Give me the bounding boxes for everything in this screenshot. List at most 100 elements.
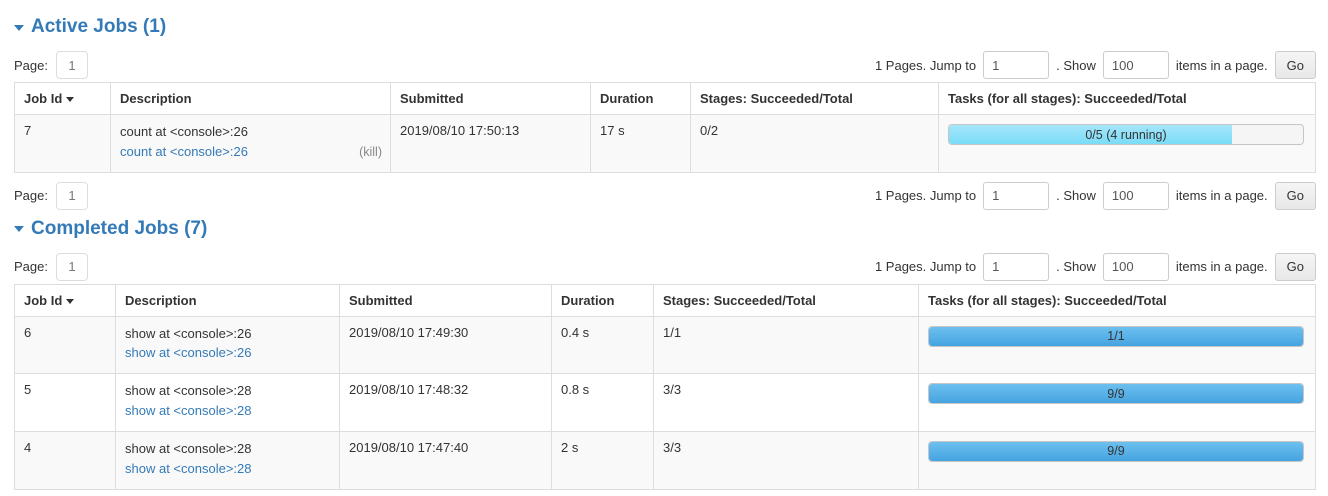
progress-label: 1/1 [1107,329,1125,344]
description-text: show at <console>:26 [125,325,252,341]
tasks-progress-bar: 9/9 [928,440,1304,462]
active-jobs-title: Active Jobs (1) [31,16,167,37]
active-pager-bottom: Page: 1 1 Pages. Jump to . Show items in… [0,179,1328,213]
show-text: . Show [1056,259,1096,275]
table-row: 4 show at <console>:28 show at <console>… [14,430,1316,490]
tasks-progress-bar: 0/5 (4 running) [948,124,1304,145]
pages-jump-text: 1 Pages. Jump to [874,259,977,275]
col-header-stages[interactable]: Stages: Succeeded/Total [653,284,919,317]
active-pager-top-left: Page: 1 [14,51,88,79]
page-number-box[interactable]: 1 [55,51,88,79]
active-jobs-heading[interactable]: Active Jobs (1) [0,17,1328,36]
go-button[interactable]: Go [1274,252,1316,281]
col-header-description[interactable]: Description [115,284,340,317]
col-header-stages[interactable]: Stages: Succeeded/Total [690,82,939,115]
col-header-job-id[interactable]: Job Id [14,284,116,317]
col-header-submitted[interactable]: Submitted [390,82,591,115]
cell-tasks: 9/9 [918,373,1316,432]
description-link[interactable]: show at <console>:26 [125,345,252,361]
progress-label: 9/9 [1107,386,1125,401]
col-label: Stages: Succeeded/Total [700,91,853,106]
completed-pager-top-left: Page: 1 [14,252,88,281]
page-label: Page: [14,188,48,204]
sort-desc-icon [66,97,75,102]
active-jobs-table-wrap: Job Id Description Submitted Duration St… [0,82,1328,173]
completed-pager-top: Page: 1 1 Pages. Jump to . Show items in… [0,250,1328,284]
page-size-input[interactable] [1102,252,1169,281]
page-size-input[interactable] [1102,181,1169,210]
cell-description: show at <console>:28 show at <console>:2… [115,373,340,432]
col-header-submitted[interactable]: Submitted [339,284,552,317]
col-header-description[interactable]: Description [110,82,391,115]
cell-job-id: 6 [14,315,116,374]
page-size-input[interactable] [1102,51,1169,79]
description-link[interactable]: count at <console>:26 [120,143,248,159]
page-label: Page: [14,57,48,73]
progress-fill [929,326,1303,346]
cell-submitted: 2019/08/10 17:49:30 [339,315,552,374]
col-header-tasks[interactable]: Tasks (for all stages): Succeeded/Total [918,284,1316,317]
table-row: 6 show at <console>:26 show at <console>… [14,315,1316,374]
cell-submitted: 2019/08/10 17:48:32 [339,373,552,432]
col-label: Tasks (for all stages): Succeeded/Total [928,292,1167,308]
progress-fill [929,384,1303,404]
completed-jobs-heading[interactable]: Completed Jobs (7) [0,219,1328,238]
items-in-page-text: items in a page. [1175,57,1268,73]
jump-to-input[interactable] [983,181,1050,210]
col-header-duration[interactable]: Duration [590,82,691,115]
cell-duration: 17 s [590,114,691,173]
description-link[interactable]: show at <console>:28 [125,460,252,476]
cell-tasks: 1/1 [918,315,1316,374]
col-label: Duration [600,91,654,106]
pages-jump-text: 1 Pages. Jump to [874,57,977,73]
caret-down-icon [14,226,24,233]
go-button[interactable]: Go [1274,181,1316,210]
description-link[interactable]: show at <console>:28 [125,403,252,419]
col-label: Description [125,292,197,308]
tasks-progress-bar: 1/1 [928,325,1304,347]
cell-duration: 0.4 s [551,315,654,374]
completed-jobs-table-wrap: Job Id Description Submitted Duration St… [0,283,1328,490]
active-pager-top-right: 1 Pages. Jump to . Show items in a page.… [875,51,1316,79]
col-header-duration[interactable]: Duration [551,284,654,317]
cell-stages: 1/1 [653,315,919,374]
go-button[interactable]: Go [1274,51,1316,79]
jump-to-input[interactable] [983,252,1050,281]
page-label: Page: [14,259,48,275]
show-text: . Show [1056,188,1096,204]
completed-pager-top-right: 1 Pages. Jump to . Show items in a page.… [874,252,1316,281]
sort-desc-icon [66,298,75,304]
col-header-tasks[interactable]: Tasks (for all stages): Succeeded/Total [938,82,1316,115]
progress-fill [949,125,1233,144]
cell-description: show at <console>:26 show at <console>:2… [115,315,340,374]
description-text: count at <console>:26 [120,124,248,139]
col-label: Duration [561,292,615,308]
description-text: show at <console>:28 [125,440,252,456]
cell-job-id: 4 [14,430,116,490]
cell-description: show at <console>:28 show at <console>:2… [115,430,340,490]
cell-duration: 0.8 s [551,373,654,432]
col-label: Job Id [24,91,63,106]
jump-to-input[interactable] [983,51,1050,79]
page-number-box[interactable]: 1 [55,181,88,210]
col-label: Description [120,91,192,106]
table-row: 5 show at <console>:28 show at <console>… [14,373,1316,432]
cell-submitted: 2019/08/10 17:50:13 [390,114,591,173]
description-text: show at <console>:28 [125,383,252,399]
kill-link[interactable]: (kill) [359,144,382,159]
cell-stages: 3/3 [653,430,919,490]
cell-tasks: 9/9 [918,430,1316,490]
active-table-header-row: Job Id Description Submitted Duration St… [14,82,1316,115]
description-link-row: count at <console>:26 (kill) [120,142,382,163]
tasks-progress-bar: 9/9 [928,383,1304,405]
active-pager-top: Page: 1 1 Pages. Jump to . Show items in… [0,48,1328,82]
table-row: 7 count at <console>:26 count at <consol… [14,114,1316,173]
active-pager-bottom-left: Page: 1 [14,181,88,210]
cell-stages: 0/2 [690,114,939,173]
col-header-job-id[interactable]: Job Id [14,82,111,115]
col-label: Submitted [400,91,464,106]
items-in-page-text: items in a page. [1175,188,1268,204]
col-label: Tasks (for all stages): Succeeded/Total [948,91,1187,106]
page-number-box[interactable]: 1 [55,252,88,281]
